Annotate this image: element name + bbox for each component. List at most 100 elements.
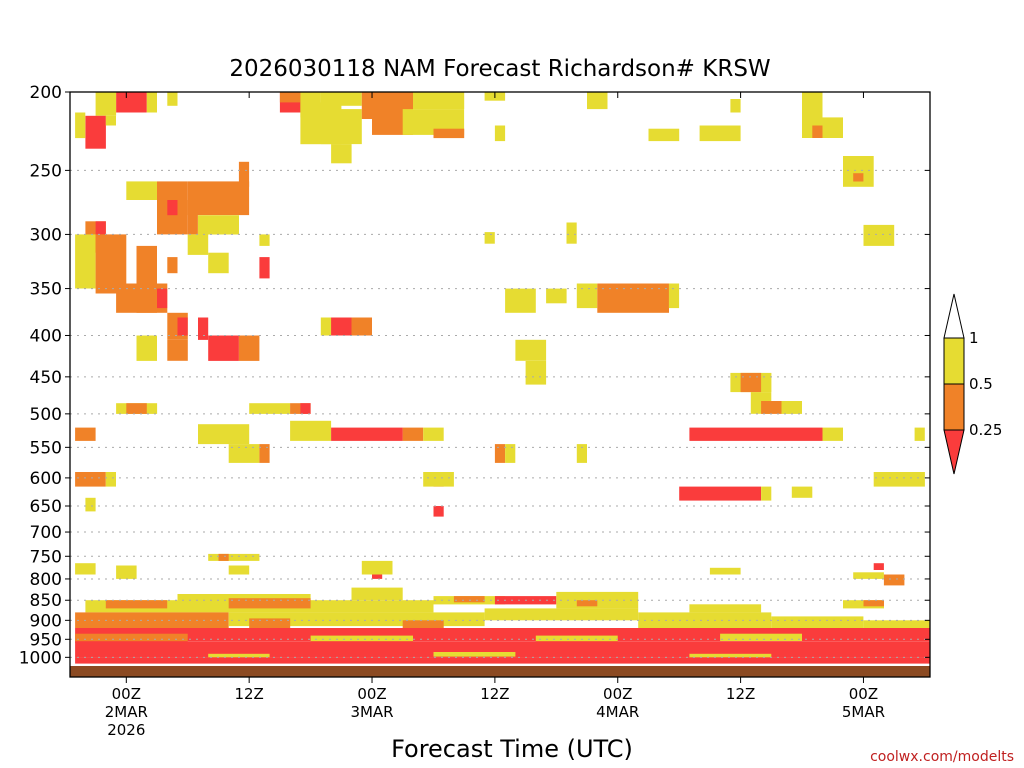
ri-cell xyxy=(167,200,178,216)
ri-cell xyxy=(198,317,209,340)
y-tick-label: 400 xyxy=(30,326,62,346)
y-tick-label: 950 xyxy=(30,630,62,650)
ri-cell xyxy=(157,288,168,309)
ri-cell xyxy=(249,403,291,414)
ri-cell xyxy=(249,618,291,630)
ri-cell xyxy=(187,200,198,235)
ri-cell xyxy=(761,401,782,414)
ri-cell xyxy=(433,506,444,517)
ri-cell xyxy=(863,224,895,246)
x-axis-label: Forecast Time (UTC) xyxy=(391,735,633,763)
x-tick-label: 3MAR xyxy=(350,703,393,721)
ri-cell xyxy=(198,424,250,445)
ri-cell xyxy=(85,115,106,149)
ri-cell xyxy=(126,181,157,200)
ri-cell xyxy=(873,563,884,570)
ri-cell xyxy=(873,472,925,487)
ri-cell xyxy=(423,472,454,487)
x-tick-label: 00Z xyxy=(849,685,878,703)
ri-cell xyxy=(218,553,229,561)
ri-cell xyxy=(331,317,352,336)
ri-cell xyxy=(761,486,772,501)
y-tick-label: 850 xyxy=(30,591,62,611)
ri-cell xyxy=(689,604,762,613)
ri-cell xyxy=(208,252,229,274)
legend-swatch xyxy=(943,383,965,431)
ri-cell xyxy=(228,598,311,609)
ri-cell xyxy=(136,335,157,361)
ri-cell xyxy=(116,92,147,113)
ri-cell xyxy=(720,633,802,642)
ri-cell xyxy=(699,125,741,142)
ri-cell xyxy=(320,109,362,145)
ri-cell xyxy=(576,444,587,463)
credit-text[interactable]: coolwx.com/modelts xyxy=(870,749,1014,765)
ri-cell xyxy=(187,234,209,255)
ri-cell xyxy=(505,288,536,313)
legend-label: 1 xyxy=(969,329,979,347)
ri-cell xyxy=(116,565,137,579)
x-tick-label: 2MAR xyxy=(105,703,148,721)
ri-cell xyxy=(331,427,403,441)
ri-cell xyxy=(238,335,260,361)
ri-cell xyxy=(791,486,813,498)
ri-cell xyxy=(648,128,680,142)
ri-cell xyxy=(587,92,608,110)
ri-cell xyxy=(679,486,762,501)
ri-cell xyxy=(75,657,931,664)
ri-cell xyxy=(484,608,639,621)
ri-cell xyxy=(310,635,413,643)
y-tick-label: 500 xyxy=(30,405,62,425)
ri-cell xyxy=(914,427,925,441)
ri-cell xyxy=(689,653,772,658)
y-tick-label: 300 xyxy=(30,225,62,245)
ri-cell xyxy=(177,317,188,336)
ri-cell xyxy=(228,444,260,463)
legend-swatch-above-1 xyxy=(943,293,965,339)
ri-cell xyxy=(883,574,905,586)
legend-swatch xyxy=(943,337,965,385)
ri-cell xyxy=(279,92,301,103)
x-tick-label: 2026 xyxy=(107,721,145,739)
ri-cell xyxy=(689,427,823,441)
ri-cell xyxy=(320,92,362,106)
x-tick-label: 12Z xyxy=(726,685,755,703)
ri-cell xyxy=(433,652,516,657)
ri-cell xyxy=(259,257,270,279)
ri-cell xyxy=(146,92,157,113)
ri-cell xyxy=(105,472,116,487)
ri-cell xyxy=(484,232,495,244)
ri-cell xyxy=(105,115,116,126)
ri-cell xyxy=(187,181,250,216)
gridlines xyxy=(70,91,930,658)
ri-cell xyxy=(535,635,618,643)
y-tick-label: 250 xyxy=(30,161,62,181)
ri-cell xyxy=(843,156,874,187)
y-tick-label: 800 xyxy=(30,570,62,590)
ri-cell xyxy=(402,427,424,441)
y-tick-label: 600 xyxy=(30,469,62,489)
ri-cell xyxy=(372,574,383,579)
ri-cell xyxy=(361,560,393,575)
ri-cell xyxy=(576,283,598,309)
ri-cell xyxy=(740,372,762,393)
ri-cell xyxy=(208,553,260,561)
ri-cell xyxy=(453,596,485,603)
heatmap-cells xyxy=(75,92,931,664)
color-legend: 1 0.5 0.25 xyxy=(943,293,1002,475)
legend-swatch xyxy=(943,429,965,475)
ri-cell xyxy=(668,283,680,309)
ri-cell xyxy=(75,234,96,289)
y-tick-label: 750 xyxy=(30,547,62,567)
ri-cell xyxy=(433,128,465,139)
x-tick-label: 00Z xyxy=(603,685,632,703)
ri-cell xyxy=(208,335,239,361)
y-tick-label: 700 xyxy=(30,523,62,543)
chart-title: 2026030118 NAM Forecast Richardson# KRSW xyxy=(229,56,770,82)
ri-cell xyxy=(863,620,930,632)
ri-cell xyxy=(238,161,250,187)
ri-cell xyxy=(812,125,823,138)
legend-label: 0.5 xyxy=(969,375,993,393)
ri-cell xyxy=(709,567,741,575)
